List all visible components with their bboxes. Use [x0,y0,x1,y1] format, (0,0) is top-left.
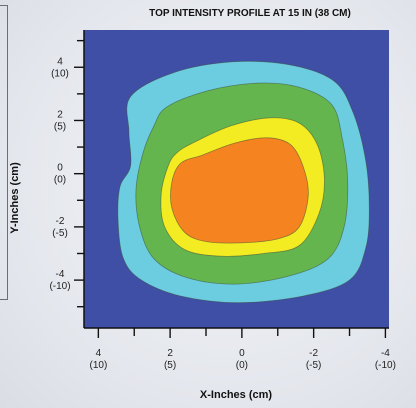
x-tick-sublabel: (0) [236,360,248,371]
x-tick-label: 0 [239,348,245,359]
x-tick-sublabel: (-10) [375,360,396,371]
y-tick-label: 2 [57,110,63,121]
y-tick-sublabel: (-5) [52,228,68,239]
x-axis-title: X-Inches (cm) [200,389,272,401]
contour-layer [117,60,370,304]
y-tick-sublabel: (-10) [49,281,70,292]
x-tick-label: 4 [96,348,102,359]
y-tick-label: 0 [57,163,63,174]
adjacent-panel-edge [0,5,8,300]
y-tick-label: 4 [57,56,63,67]
x-tick-label: -4 [381,348,390,359]
chart-title: TOP INTENSITY PROFILE AT 15 IN (38 CM) [149,8,351,19]
y-tick-sublabel: (10) [51,68,69,79]
x-tick-label: 2 [167,348,173,359]
x-tick-sublabel: (10) [90,360,108,371]
y-tick-label: -2 [56,216,65,227]
x-tick-sublabel: (5) [164,360,176,371]
x-tick-label: -2 [309,348,318,359]
y-axis-title: Y-Inches (cm) [9,162,21,234]
contour-level-4 [170,137,309,244]
axes-layer [74,30,389,338]
tick-layer: 4(10)2(5)0(0)-2(-5)-4(-10)4(10)2(5)0(0)-… [49,56,396,371]
y-tick-sublabel: (5) [54,122,66,133]
y-tick-label: -4 [56,269,65,280]
y-tick-sublabel: (0) [54,175,66,186]
x-tick-sublabel: (-5) [306,360,322,371]
